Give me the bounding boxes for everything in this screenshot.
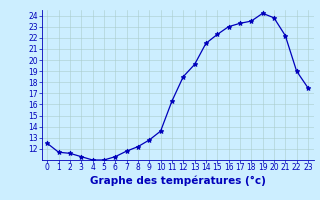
X-axis label: Graphe des températures (°c): Graphe des températures (°c) bbox=[90, 175, 266, 186]
